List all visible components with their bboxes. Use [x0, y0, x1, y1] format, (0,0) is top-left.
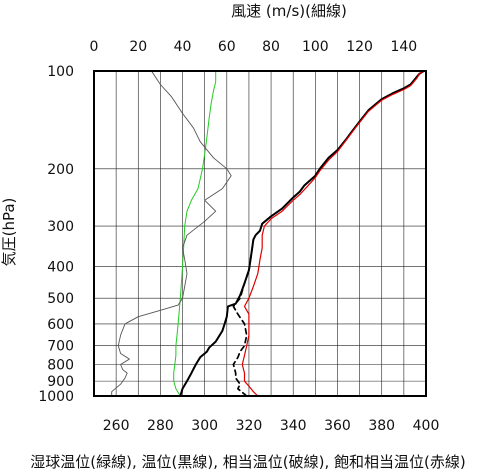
top-tick-label: 40 — [174, 39, 192, 55]
pressure-tick-label: 100 — [47, 64, 74, 80]
plot-frame — [93, 70, 427, 397]
pressure-tick-label: 900 — [47, 374, 74, 390]
bottom-tick-label: 320 — [236, 418, 263, 434]
tick-labels: 260 280 300 320 340 360 380 400 0 20 40 60 80 100 120 1… — [38, 39, 439, 434]
series-group — [111, 70, 425, 397]
bottom-tick-label: 360 — [324, 418, 351, 434]
series-line — [173, 70, 217, 397]
series-line — [111, 70, 232, 397]
pressure-tick-label: 200 — [47, 162, 74, 178]
top-tick-label: 100 — [302, 39, 329, 55]
bottom-tick-label: 380 — [368, 418, 395, 434]
top-axis-title: 風速 (m/s)(細線) — [231, 2, 347, 20]
series-line — [179, 70, 425, 397]
grid-lines — [94, 71, 426, 396]
top-tick-label: 120 — [346, 39, 373, 55]
top-tick-label: 80 — [262, 39, 280, 55]
pressure-tick-label: 500 — [47, 291, 74, 307]
top-tick-label: 20 — [129, 39, 147, 55]
bottom-tick-label: 340 — [280, 418, 307, 434]
pressure-tick-label: 800 — [47, 358, 74, 374]
bottom-tick-label: 260 — [103, 418, 130, 434]
pressure-tick-label: 300 — [47, 219, 74, 235]
y-axis-title: 気圧(hPa) — [0, 198, 18, 267]
series-line — [232, 238, 255, 397]
series-line — [241, 70, 425, 397]
bottom-tick-label: 280 — [147, 418, 174, 434]
pressure-tick-label: 700 — [47, 339, 74, 355]
bottom-tick-label: 400 — [413, 418, 440, 434]
pressure-tick-label: 600 — [47, 317, 74, 333]
top-tick-label: 140 — [390, 39, 417, 55]
top-tick-label: 60 — [218, 39, 236, 55]
pressure-tick-label: 1000 — [38, 389, 74, 405]
top-tick-label: 0 — [90, 39, 99, 55]
bottom-tick-label: 300 — [191, 418, 218, 434]
bottom-axis-title: 湿球温位(緑線), 温位(黒線), 相当温位(破線), 飽和相当温位(赤線) — [30, 453, 465, 471]
pressure-tick-label: 400 — [47, 260, 74, 276]
